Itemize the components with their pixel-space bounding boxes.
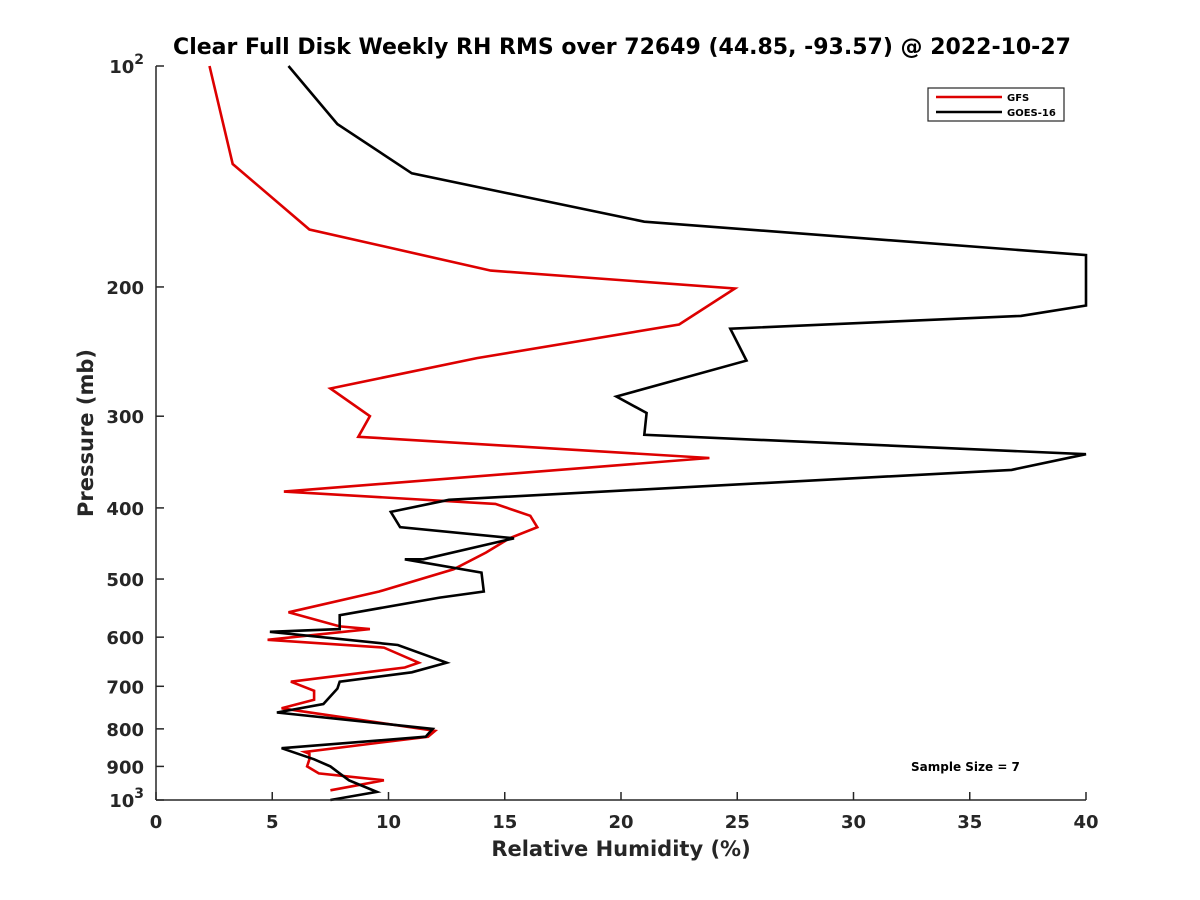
y-tick-label: 200: [106, 278, 144, 299]
y-tick-label: 700: [106, 677, 144, 698]
y-tick-label: 900: [106, 757, 144, 778]
y-ticks: 102 200 300 400 500 600 700 800 900 103: [106, 52, 164, 812]
series-line-goes-16: [269, 65, 1088, 802]
y-tick-label: 300: [106, 407, 144, 428]
x-tick-label: 0: [150, 812, 163, 833]
y-tick-label: 800: [106, 720, 144, 741]
legend: GFS GOES-16: [927, 87, 1065, 122]
x-ticks: 0 5 10 15 20 25 30 35 40: [150, 792, 1099, 833]
legend-box: [927, 87, 1065, 122]
y-tick-label: 600: [106, 628, 144, 649]
x-tick-label: 20: [608, 812, 633, 833]
x-tick-label: 40: [1073, 812, 1098, 833]
x-tick-label: 15: [492, 812, 517, 833]
legend-label-gfs: GFS: [1007, 93, 1029, 104]
x-tick-label: 10: [376, 812, 401, 833]
x-tick-label: 30: [841, 812, 866, 833]
sample-size-annotation: Sample Size = 7: [911, 760, 1020, 774]
x-axis-label: Relative Humidity (%): [491, 837, 750, 861]
series-layer: [208, 65, 1088, 802]
x-tick-label: 25: [725, 812, 750, 833]
chart-title: Clear Full Disk Weekly RH RMS over 72649…: [173, 35, 1071, 60]
x-tick-label: 35: [957, 812, 982, 833]
series-line-gfs: [208, 65, 739, 792]
y-tick-label: 400: [106, 499, 144, 520]
y-axis-label: Pressure (mb): [74, 349, 98, 517]
y-tick-label: 102: [109, 52, 144, 78]
plot-axes: [155, 66, 1086, 801]
y-tick-label: 500: [106, 570, 144, 591]
y-tick-label: 103: [109, 786, 144, 812]
legend-label-goes: GOES-16: [1007, 108, 1056, 119]
x-tick-label: 5: [266, 812, 279, 833]
